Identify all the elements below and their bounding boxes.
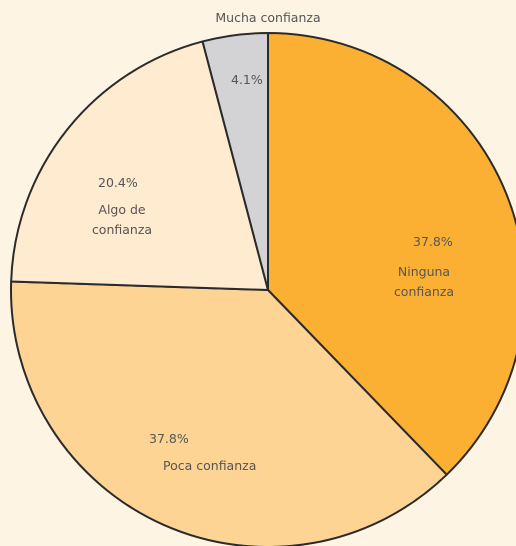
value-label: 20.4% xyxy=(98,175,138,190)
pie-slice xyxy=(10,40,269,291)
slice-name: Ninguna confianza xyxy=(393,264,455,299)
slice-name: Mucha confianza xyxy=(215,10,321,25)
pie-slice xyxy=(267,32,516,476)
value-label: 37.8% xyxy=(149,431,189,446)
pie-slice xyxy=(10,280,448,546)
value-label: 4.1% xyxy=(231,72,263,87)
slice-name: Algo de confianza xyxy=(91,202,153,237)
slice-name: Poca confianza xyxy=(163,458,257,473)
value-label: 37.8% xyxy=(413,234,453,249)
pie-slice xyxy=(201,32,269,291)
